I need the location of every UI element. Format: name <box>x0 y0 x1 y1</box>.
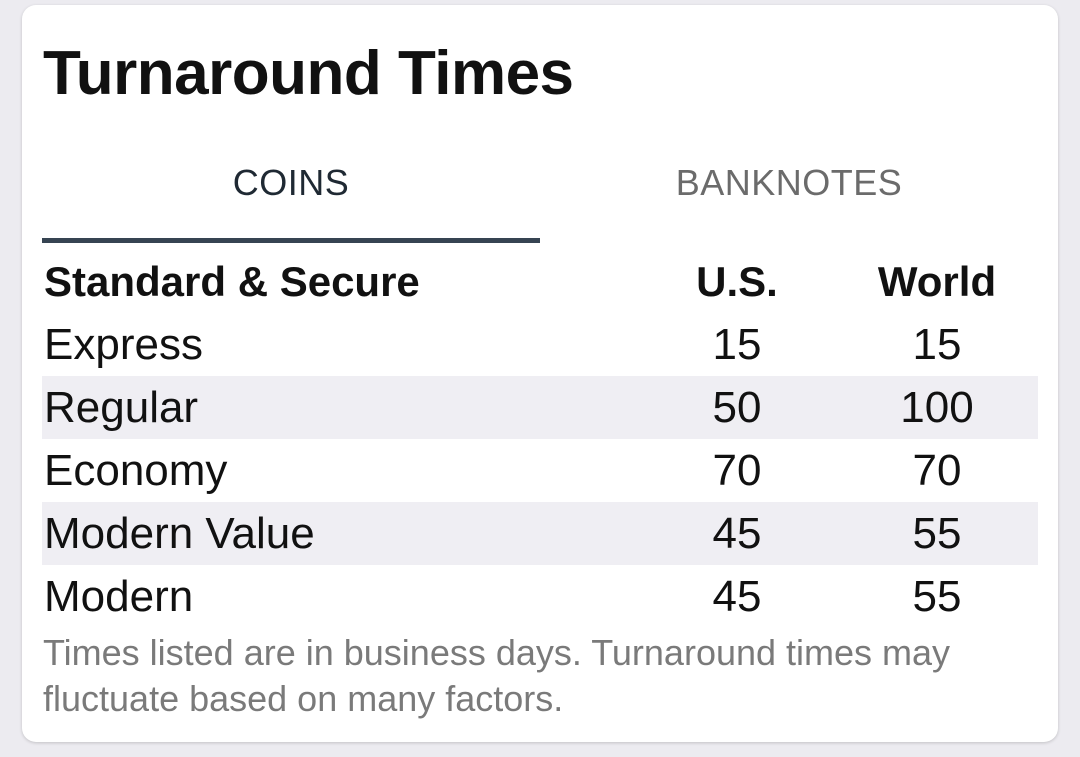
row-world-days: 55 <box>912 572 962 621</box>
tab-coins[interactable]: COINS <box>232 162 350 203</box>
row-service: Economy <box>44 446 228 495</box>
selected-tab-indicator <box>42 238 540 243</box>
tab-banknotes[interactable]: BANKNOTES <box>675 162 903 203</box>
row-world-days: 70 <box>912 446 962 495</box>
turnaround-times-card: Turnaround Times COINS BANKNOTES Standar… <box>22 5 1058 742</box>
table-row: Modern Value 45 55 <box>42 502 1038 565</box>
card-title: Turnaround Times <box>43 39 574 108</box>
row-world-days: 55 <box>912 509 962 558</box>
row-us-days: 45 <box>712 572 762 621</box>
header-us: U.S. <box>696 258 778 305</box>
table-header-row: Standard & Secure U.S. World <box>42 251 1038 313</box>
table-row: Express 15 15 <box>42 313 1038 376</box>
row-us-days: 50 <box>712 383 762 432</box>
table-row: Economy 70 70 <box>42 439 1038 502</box>
header-service: Standard & Secure <box>44 258 420 305</box>
row-service: Modern Value <box>44 509 315 558</box>
row-us-days: 70 <box>712 446 762 495</box>
tab-bar: COINS BANKNOTES <box>42 155 1038 243</box>
row-world-days: 100 <box>900 383 974 432</box>
table-row: Regular 50 100 <box>42 376 1038 439</box>
row-service: Express <box>44 320 203 369</box>
table-row: Modern 45 55 <box>42 565 1038 628</box>
row-us-days: 45 <box>712 509 762 558</box>
row-service: Modern <box>44 572 194 621</box>
row-service: Regular <box>44 383 199 432</box>
row-us-days: 15 <box>712 320 762 369</box>
business-days-note: Times listed are in business days. Turna… <box>43 632 951 719</box>
header-world: World <box>877 258 997 305</box>
turnaround-table: Standard & Secure U.S. World Express 15 … <box>42 251 1038 628</box>
row-world-days: 15 <box>912 320 962 369</box>
